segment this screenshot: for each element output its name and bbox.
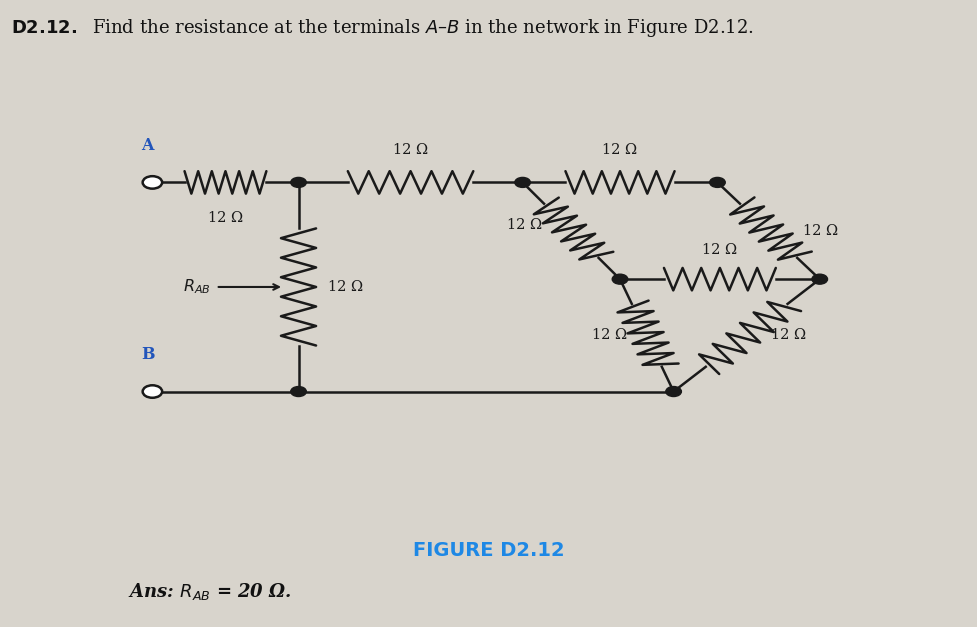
Text: 12 Ω: 12 Ω xyxy=(393,144,428,157)
Circle shape xyxy=(665,386,681,396)
Circle shape xyxy=(143,176,162,189)
Circle shape xyxy=(709,177,725,187)
Text: B: B xyxy=(141,347,154,364)
Circle shape xyxy=(613,274,628,284)
Text: $R_{AB}$: $R_{AB}$ xyxy=(183,278,211,297)
Circle shape xyxy=(515,177,531,187)
Text: A: A xyxy=(142,137,153,154)
Text: 12 Ω: 12 Ω xyxy=(771,329,806,342)
Text: FIGURE D2.12: FIGURE D2.12 xyxy=(412,541,565,560)
Circle shape xyxy=(143,385,162,398)
Text: 12 Ω: 12 Ω xyxy=(592,329,627,342)
Text: Ans: $R_{AB}$ = 20 Ω.: Ans: $R_{AB}$ = 20 Ω. xyxy=(128,581,292,602)
Text: 12 Ω: 12 Ω xyxy=(803,224,838,238)
Circle shape xyxy=(812,274,828,284)
Circle shape xyxy=(291,386,307,396)
Text: 12 Ω: 12 Ω xyxy=(702,243,738,257)
Text: 12 Ω: 12 Ω xyxy=(208,211,243,224)
Text: 12 Ω: 12 Ω xyxy=(507,218,542,231)
Text: $\mathbf{D2.12.}$  Find the resistance at the terminals $A$–$B$ in the network i: $\mathbf{D2.12.}$ Find the resistance at… xyxy=(11,17,754,39)
Circle shape xyxy=(291,177,307,187)
Text: 12 Ω: 12 Ω xyxy=(327,280,362,294)
Text: 12 Ω: 12 Ω xyxy=(603,144,638,157)
